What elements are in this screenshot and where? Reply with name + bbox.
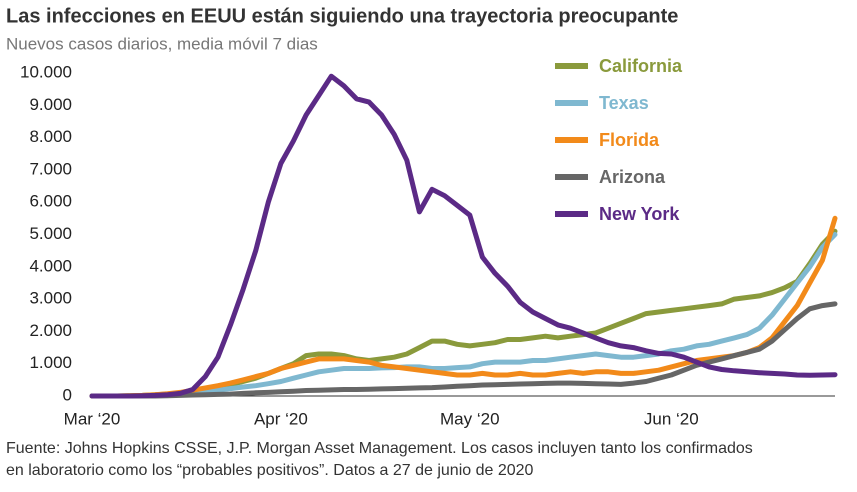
y-tick-label: 2.000 [29,321,72,340]
y-tick-label: 8.000 [29,127,72,146]
legend-label: Arizona [599,167,666,187]
chart: Las infecciones en EEUU están siguiendo … [6,5,838,428]
x-tick-label: Mar ‘20 [64,409,121,428]
y-tick-label: 6.000 [29,192,72,211]
series-line [89,232,838,399]
y-tick-label: 9.000 [29,95,72,114]
y-tick-label: 7.000 [29,159,72,178]
legend-label: New York [599,204,680,224]
legend-label: Florida [599,130,660,150]
x-tick-label: Apr ‘20 [254,409,308,428]
y-tick-label: 10.000 [20,62,72,81]
chart-subtitle: Nuevos casos diarios, media móvil 7 dias [6,34,318,53]
y-tick-label: 0 [63,385,72,404]
series-line [89,73,838,399]
y-tick-label: 4.000 [29,256,72,275]
chart-title: Las infecciones en EEUU están siguiendo … [6,5,678,27]
footnote: Fuente: Johns Hopkins CSSE, J.P. Morgan … [6,440,753,479]
legend-label: California [599,56,683,76]
y-tick-label: 5.000 [29,224,72,243]
x-tick-label: Jun ‘20 [644,409,699,428]
y-tick-label: 1.000 [29,353,72,372]
legend-label: Texas [599,93,649,113]
y-tick-label: 3.000 [29,289,72,308]
x-tick-label: May ‘20 [440,409,500,428]
series-line [89,301,838,399]
series-line [89,215,838,399]
